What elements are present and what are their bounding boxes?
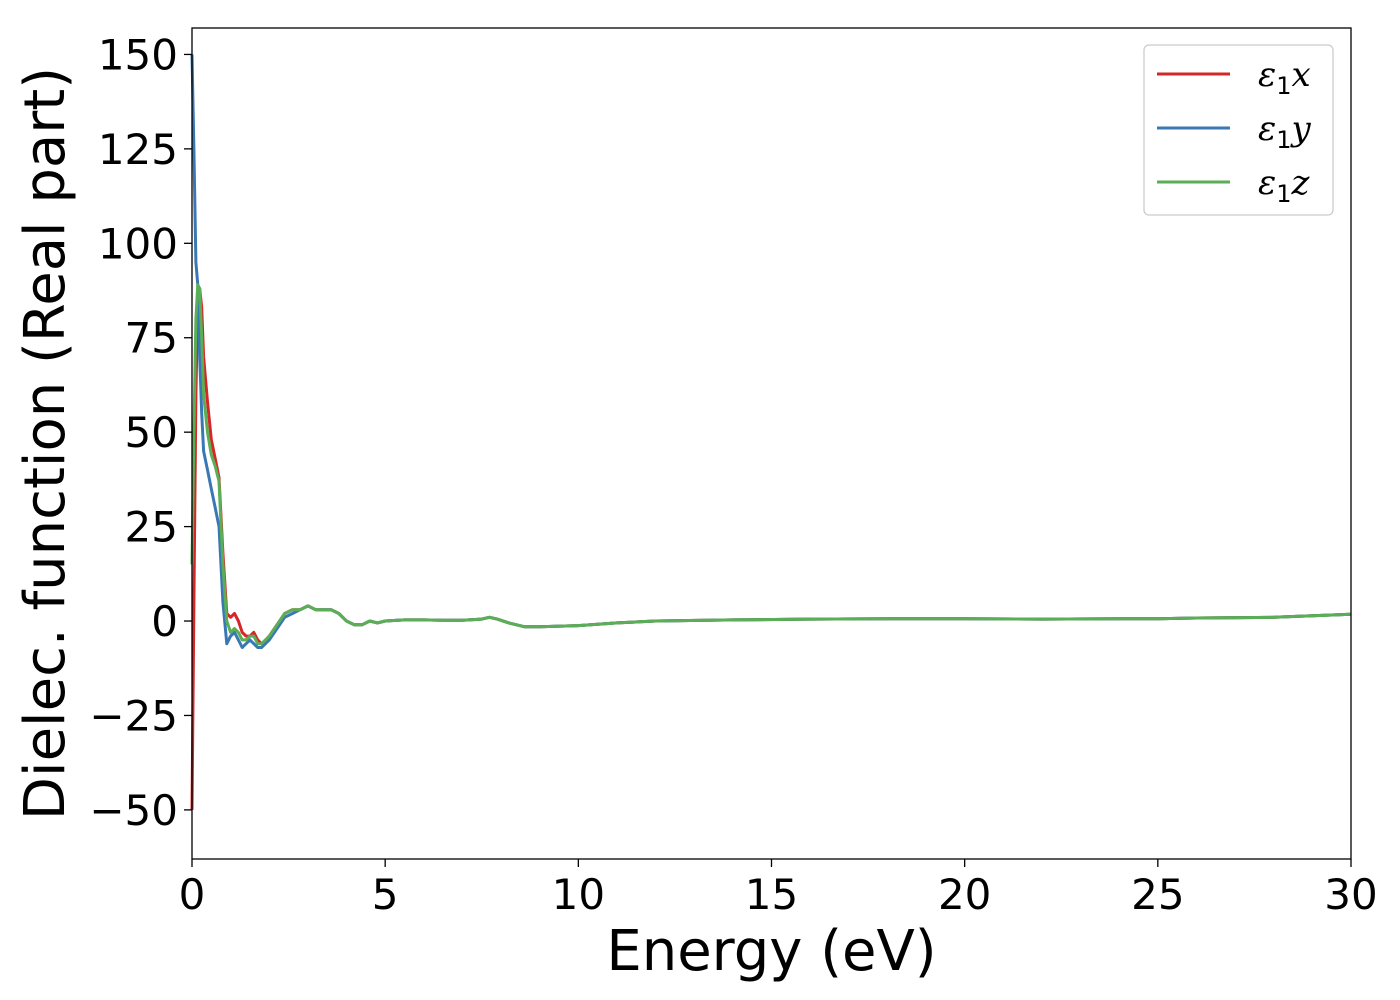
y-tick-label: 75 [125,314,178,363]
series-layer [190,54,1352,810]
x-tick-label: 30 [1324,870,1377,919]
x-tick-label: 15 [745,870,798,919]
y-tick-label: 150 [98,30,178,79]
legend: ε1x ε1y ε1z [1143,44,1334,216]
y-tick-label: −25 [89,691,178,740]
x-tick-label: 5 [372,870,399,919]
y-axis: −50 −25 0 25 50 75 100 125 150 [89,30,192,835]
y-axis-label: Dielec. function (Real part) [13,67,78,820]
x-axis-label: Energy (eV) [606,919,936,984]
y-tick-label: −50 [89,786,178,835]
y-tick-label: 125 [98,125,178,174]
x-axis: 0 5 10 15 20 25 30 [179,859,1378,919]
y-tick-label: 50 [125,408,178,457]
y-tick-label: 25 [125,503,178,552]
y-tick-label: 0 [151,597,178,646]
x-tick-label: 0 [179,870,206,919]
legend-label-z: ε1z [1258,163,1311,208]
x-tick-label: 10 [552,870,605,919]
x-tick-label: 25 [1131,870,1184,919]
legend-label-y: ε1y [1258,109,1312,154]
series-line-z [190,283,1352,646]
series-line-x [190,287,1352,810]
x-tick-label: 20 [938,870,991,919]
legend-box [1143,44,1334,216]
y-tick-label: 100 [98,219,178,268]
legend-label-x: ε1x [1258,55,1311,100]
